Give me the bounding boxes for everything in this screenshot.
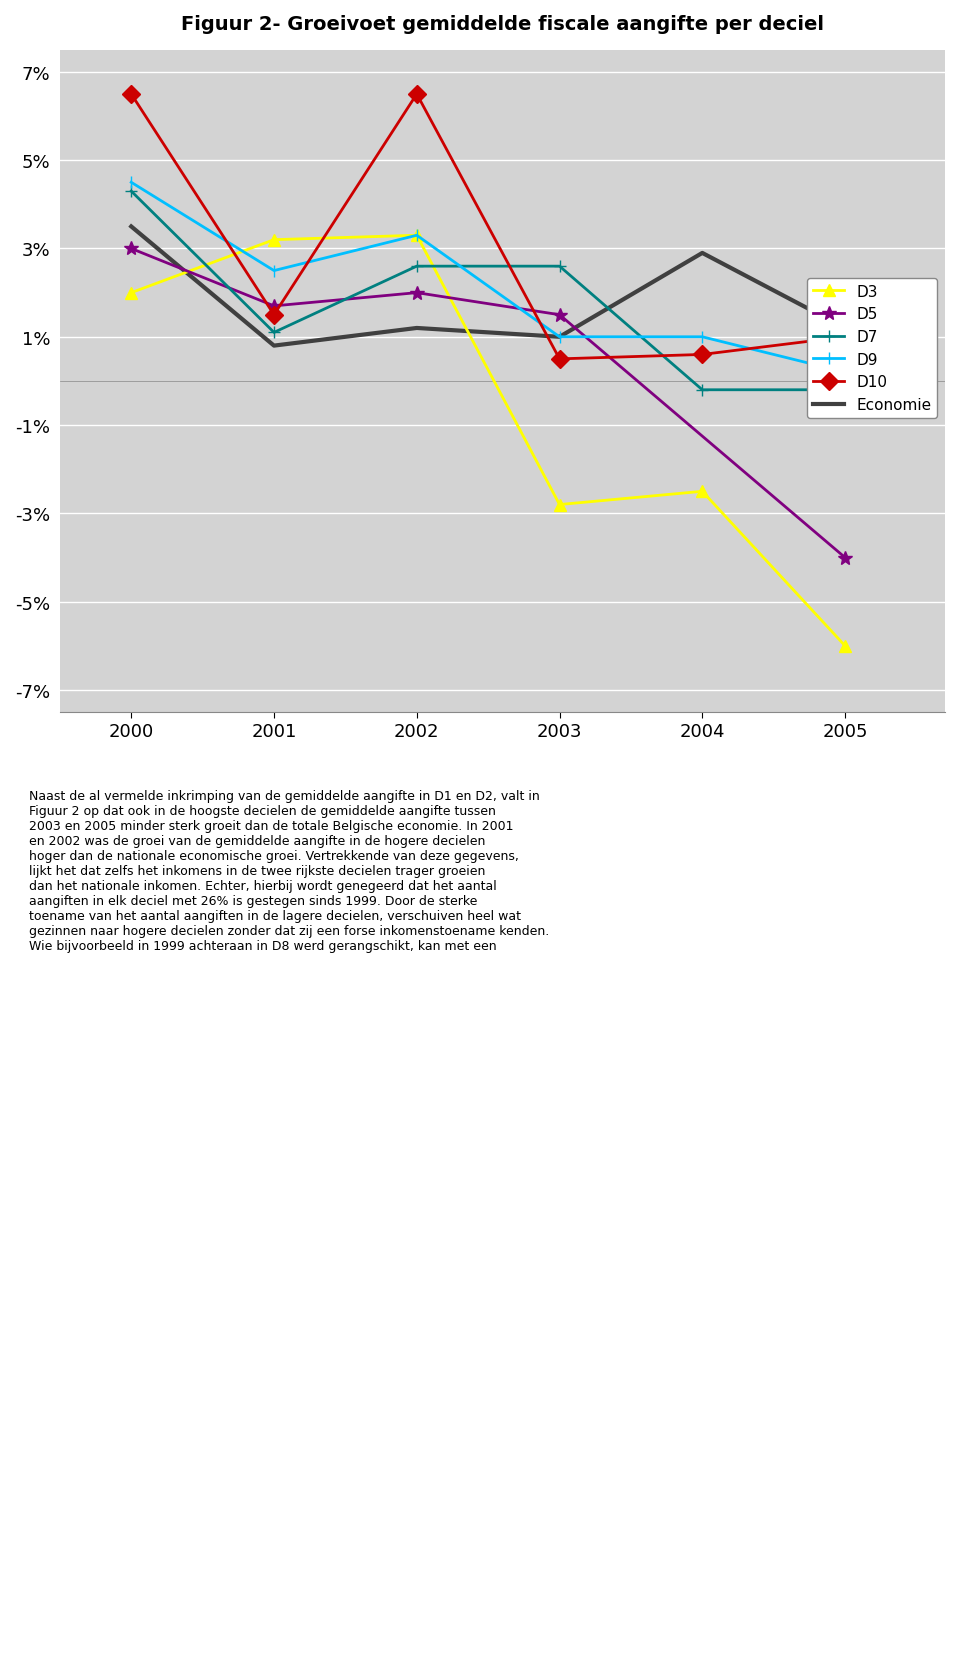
- Text: Naast de al vermelde inkrimping van de gemiddelde aangifte in D1 en D2, valt in
: Naast de al vermelde inkrimping van de g…: [29, 790, 549, 953]
- Title: Figuur 2- Groeivoet gemiddelde fiscale aangifte per deciel: Figuur 2- Groeivoet gemiddelde fiscale a…: [180, 15, 824, 34]
- Legend: D3, D5, D7, D9, D10, Economie: D3, D5, D7, D9, D10, Economie: [807, 279, 937, 418]
